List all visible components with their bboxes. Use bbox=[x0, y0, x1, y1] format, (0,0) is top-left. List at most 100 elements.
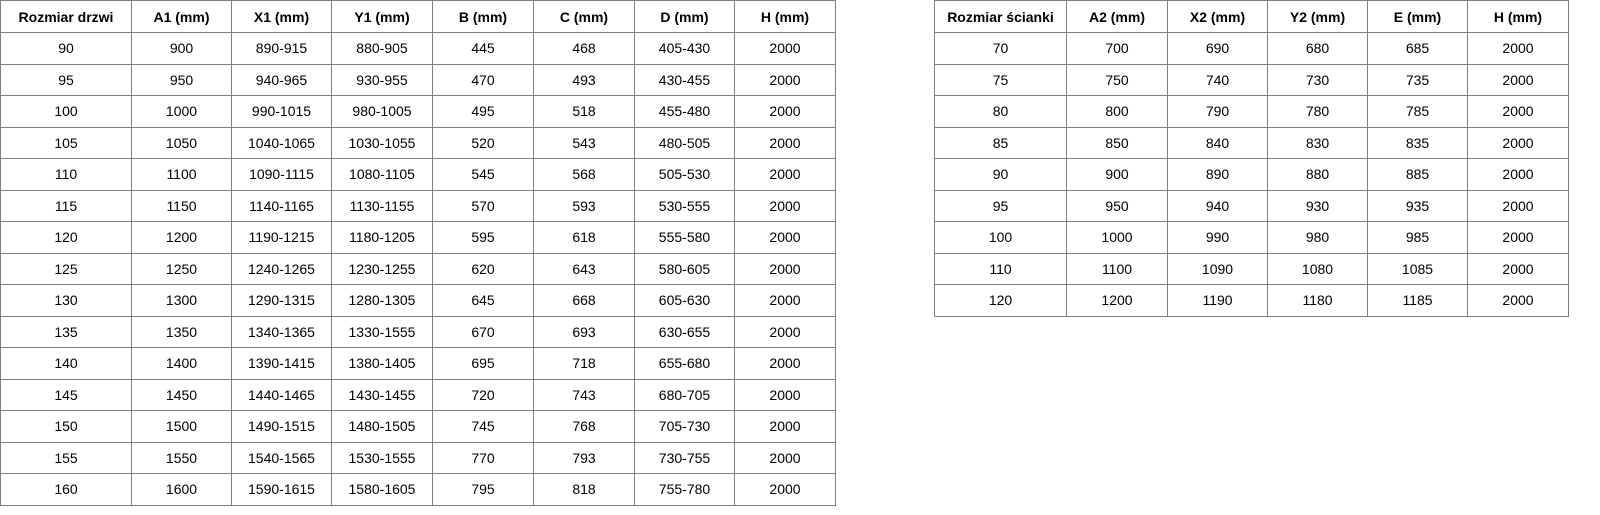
table-cell: 1180 bbox=[1267, 284, 1368, 317]
table-cell: 595 bbox=[432, 221, 534, 254]
table-cell: 630-655 bbox=[634, 315, 735, 348]
table-cell: 1090-1115 bbox=[231, 158, 332, 191]
table-cell: 468 bbox=[533, 32, 635, 65]
table-cell: 2000 bbox=[734, 441, 836, 474]
table-row: 105 1050 1040-1065 1030-1055 520 543 480-505 20… bbox=[0, 126, 836, 159]
table-cell: 768 bbox=[533, 410, 635, 443]
table-cell: 2000 bbox=[734, 158, 836, 191]
table-cell: 985 bbox=[1367, 221, 1468, 254]
table-cell: 90 bbox=[0, 32, 132, 65]
table-cell: 1590-1615 bbox=[231, 473, 332, 506]
table-cell: 545 bbox=[432, 158, 534, 191]
table-cell: 405-430 bbox=[634, 32, 735, 65]
table-cell: 850 bbox=[1066, 126, 1168, 159]
table-cell: 120 bbox=[934, 284, 1067, 317]
table-cell: 1400 bbox=[131, 347, 232, 380]
table-row: 140 1400 1390-1415 1380-1405 695 718 655-680 20… bbox=[0, 347, 836, 380]
table-cell: 95 bbox=[0, 63, 132, 96]
table-cell: 800 bbox=[1066, 95, 1168, 128]
table-cell: 1200 bbox=[131, 221, 232, 254]
table-cell: 2000 bbox=[734, 410, 836, 443]
table-cell: 135 bbox=[0, 315, 132, 348]
table-row: 130 1300 1290-1315 1280-1305 645 668 605-630 20… bbox=[0, 284, 836, 317]
table-cell: 2000 bbox=[1467, 252, 1569, 285]
table-cell: 1330-1555 bbox=[331, 315, 433, 348]
table-cell: 755-780 bbox=[634, 473, 735, 506]
table-cell: 2000 bbox=[734, 32, 836, 65]
door-dimensions-table: Rozmiar drzwi A1 (mm) X1 (mm) Y1 (mm) B (mm)… bbox=[0, 0, 836, 506]
table-cell: 693 bbox=[533, 315, 635, 348]
table-row: 85 850 840 830 835 2000 bbox=[934, 126, 1569, 159]
column-header: D (mm) bbox=[634, 0, 735, 33]
column-header: Rozmiar drzwi bbox=[0, 0, 132, 33]
table-cell: 1530-1555 bbox=[331, 441, 433, 474]
table-cell: 930 bbox=[1267, 189, 1368, 222]
table-cell: 2000 bbox=[734, 189, 836, 222]
table-cell: 1190 bbox=[1167, 284, 1268, 317]
table-cell: 1240-1265 bbox=[231, 252, 332, 285]
table-cell: 1200 bbox=[1066, 284, 1168, 317]
table-row: 100 1000 990-1015 980-1005 495 518 455-480 2000 bbox=[0, 95, 836, 128]
table-cell: 2000 bbox=[734, 63, 836, 96]
table-cell: 1150 bbox=[131, 189, 232, 222]
table-cell: 115 bbox=[0, 189, 132, 222]
table-header-row: Rozmiar ścianki A2 (mm) X2 (mm) Y2 (mm) E (m… bbox=[934, 0, 1569, 33]
table-cell: 620 bbox=[432, 252, 534, 285]
table-cell: 85 bbox=[934, 126, 1067, 159]
table-cell: 770 bbox=[432, 441, 534, 474]
table-cell: 930-955 bbox=[331, 63, 433, 96]
table-cell: 695 bbox=[432, 347, 534, 380]
table-cell: 150 bbox=[0, 410, 132, 443]
table-cell: 690 bbox=[1167, 32, 1268, 65]
table-cell: 890 bbox=[1167, 158, 1268, 191]
table-row: 120 1200 1190 1180 1185 2000 bbox=[934, 284, 1569, 317]
table-cell: 790 bbox=[1167, 95, 1268, 128]
table-cell: 668 bbox=[533, 284, 635, 317]
table-cell: 1390-1415 bbox=[231, 347, 332, 380]
table-cell: 880-905 bbox=[331, 32, 433, 65]
table-cell: 990-1015 bbox=[231, 95, 332, 128]
table-cell: 455-480 bbox=[634, 95, 735, 128]
table-cell: 900 bbox=[1066, 158, 1168, 191]
table-cell: 2000 bbox=[734, 473, 836, 506]
table-cell: 95 bbox=[934, 189, 1067, 222]
table-cell: 618 bbox=[533, 221, 635, 254]
table-cell: 505-530 bbox=[634, 158, 735, 191]
table-cell: 1180-1205 bbox=[331, 221, 433, 254]
table-cell: 643 bbox=[533, 252, 635, 285]
table-cell: 685 bbox=[1367, 32, 1468, 65]
table-cell: 155 bbox=[0, 441, 132, 474]
table-cell: 2000 bbox=[1467, 158, 1569, 191]
column-header: Rozmiar ścianki bbox=[934, 0, 1067, 33]
column-header: C (mm) bbox=[533, 0, 635, 33]
table-cell: 2000 bbox=[1467, 95, 1569, 128]
table-cell: 655-680 bbox=[634, 347, 735, 380]
table-cell: 940-965 bbox=[231, 63, 332, 96]
table-cell: 605-630 bbox=[634, 284, 735, 317]
table-row: 150 1500 1490-1515 1480-1505 745 768 705-730 20… bbox=[0, 410, 836, 443]
column-header: H (mm) bbox=[1467, 0, 1569, 33]
table-cell: 645 bbox=[432, 284, 534, 317]
table-cell: 1185 bbox=[1367, 284, 1468, 317]
table-cell: 990 bbox=[1167, 221, 1268, 254]
table-cell: 1100 bbox=[131, 158, 232, 191]
table-cell: 2000 bbox=[734, 95, 836, 128]
table-cell: 980 bbox=[1267, 221, 1368, 254]
table-cell: 1500 bbox=[131, 410, 232, 443]
table-cell: 1090 bbox=[1167, 252, 1268, 285]
column-header: A1 (mm) bbox=[131, 0, 232, 33]
table-cell: 520 bbox=[432, 126, 534, 159]
table-cell: 1085 bbox=[1367, 252, 1468, 285]
table-cell: 840 bbox=[1167, 126, 1268, 159]
table-cell: 830 bbox=[1267, 126, 1368, 159]
table-cell: 1430-1455 bbox=[331, 378, 433, 411]
table-row: 90 900 890 880 885 2000 bbox=[934, 158, 1569, 191]
table-cell: 1040-1065 bbox=[231, 126, 332, 159]
table-cell: 743 bbox=[533, 378, 635, 411]
table-cell: 950 bbox=[1066, 189, 1168, 222]
table-row: 95 950 940-965 930-955 470 493 430-455 2000 bbox=[0, 63, 836, 96]
table-cell: 100 bbox=[934, 221, 1067, 254]
table-cell: 780 bbox=[1267, 95, 1368, 128]
table-cell: 2000 bbox=[734, 315, 836, 348]
table-cell: 1540-1565 bbox=[231, 441, 332, 474]
